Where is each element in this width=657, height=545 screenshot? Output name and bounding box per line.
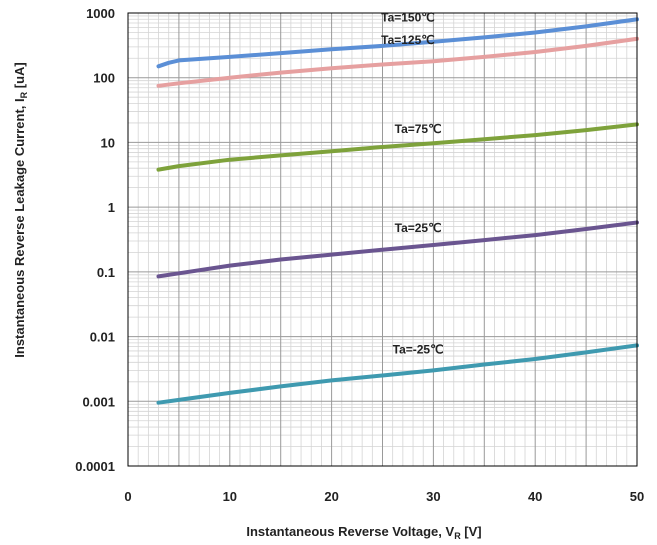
y-tick-label: 0.0001 bbox=[75, 459, 115, 474]
series-line bbox=[156, 122, 639, 172]
series-line bbox=[156, 343, 639, 405]
x-tick-label: 20 bbox=[324, 489, 338, 504]
y-tick-label: 100 bbox=[93, 71, 115, 86]
series-label: Ta=125℃ bbox=[381, 33, 435, 47]
y-tick-label: 1000 bbox=[86, 6, 115, 21]
y-tick-label: 1 bbox=[108, 200, 115, 215]
series-line bbox=[156, 36, 639, 88]
series-label: Ta=-25℃ bbox=[393, 342, 444, 356]
series-label: Ta=25℃ bbox=[395, 221, 442, 235]
series-line bbox=[156, 17, 639, 69]
x-tick-label: 30 bbox=[426, 489, 440, 504]
y-tick-label: 0.001 bbox=[82, 394, 115, 409]
x-tick-labels: 0 10 20 30 40 50 bbox=[124, 489, 644, 504]
y-tick-label: 0.1 bbox=[97, 265, 115, 280]
series-labels: Ta=150℃ Ta=125℃ Ta=75℃ Ta=25℃ Ta=-25℃ bbox=[381, 10, 443, 356]
x-tick-label: 50 bbox=[630, 489, 644, 504]
series-label: Ta=75℃ bbox=[395, 122, 442, 136]
series-lines bbox=[156, 17, 639, 405]
x-axis-title: Instantaneous Reverse Voltage, VR [V] bbox=[246, 524, 481, 541]
series-line bbox=[156, 220, 639, 279]
y-tick-labels: 1000 100 10 1 0.1 0.01 0.001 0.0001 bbox=[75, 6, 115, 474]
x-tick-label: 0 bbox=[124, 489, 131, 504]
y-tick-label: 0.01 bbox=[90, 330, 115, 345]
series-label: Ta=150℃ bbox=[381, 10, 435, 24]
major-grid bbox=[128, 13, 637, 466]
y-axis-title: Instantaneous Reverse Leakage Current, I… bbox=[12, 62, 29, 357]
y-tick-label: 10 bbox=[101, 135, 115, 150]
x-tick-label: 40 bbox=[528, 489, 542, 504]
plot-frame bbox=[127, 12, 638, 467]
x-tick-label: 10 bbox=[223, 489, 237, 504]
